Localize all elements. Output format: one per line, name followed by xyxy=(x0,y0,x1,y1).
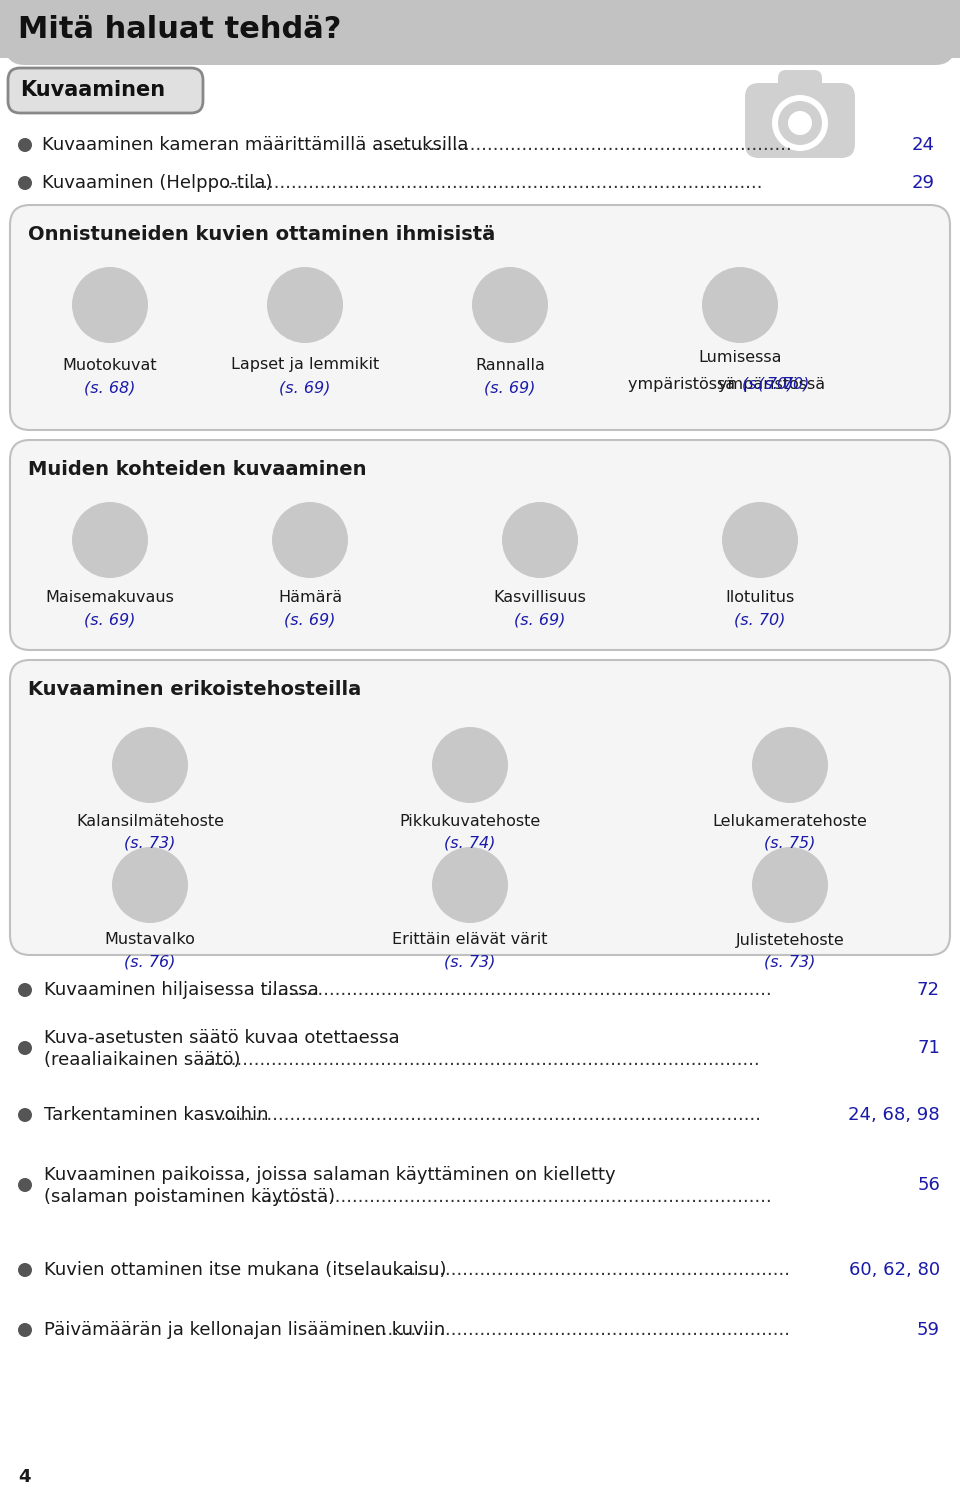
Circle shape xyxy=(432,847,508,923)
Text: Lumisessa: Lumisessa xyxy=(698,349,781,364)
Circle shape xyxy=(472,266,548,343)
Text: Kuvaaminen kameran määrittämillä asetuksilla: Kuvaaminen kameran määrittämillä asetuks… xyxy=(42,135,468,154)
Circle shape xyxy=(752,727,828,804)
Text: 24: 24 xyxy=(912,135,935,154)
Text: (s. 69): (s. 69) xyxy=(284,613,336,628)
Text: Mitä haluat tehdä?: Mitä haluat tehdä? xyxy=(18,15,342,45)
Circle shape xyxy=(722,503,798,578)
Text: (s. 69): (s. 69) xyxy=(84,613,135,628)
Circle shape xyxy=(778,101,822,144)
Circle shape xyxy=(18,1041,32,1055)
Text: Tarkentaminen kasvoihin: Tarkentaminen kasvoihin xyxy=(44,1106,269,1124)
Text: ................................................................................: ........................................… xyxy=(222,175,762,193)
Circle shape xyxy=(772,95,828,150)
Circle shape xyxy=(18,1178,32,1192)
Text: Erittäin elävät värit: Erittäin elävät värit xyxy=(393,933,548,948)
Text: (reaaliaikainen säätö): (reaaliaikainen säätö) xyxy=(44,1050,241,1069)
Text: (s. 73): (s. 73) xyxy=(124,835,176,850)
Circle shape xyxy=(18,1323,32,1336)
Text: (s. 73): (s. 73) xyxy=(764,954,816,969)
Text: Muiden kohteiden kuvaaminen: Muiden kohteiden kuvaaminen xyxy=(28,461,367,479)
Text: Kuvaaminen paikoissa, joissa salaman käyttäminen on kielletty: Kuvaaminen paikoissa, joissa salaman käy… xyxy=(44,1166,615,1184)
Circle shape xyxy=(18,1108,32,1123)
Text: (s. 70): (s. 70) xyxy=(742,376,793,391)
Text: (s. 75): (s. 75) xyxy=(764,835,816,850)
Text: Mustavalko: Mustavalko xyxy=(105,933,196,948)
Text: 59: 59 xyxy=(917,1321,940,1339)
Circle shape xyxy=(432,727,508,804)
FancyBboxPatch shape xyxy=(745,83,855,158)
Text: 56: 56 xyxy=(917,1175,940,1193)
Text: Hämärä: Hämärä xyxy=(278,590,342,605)
FancyBboxPatch shape xyxy=(0,0,960,59)
Text: ................................................................................: ........................................… xyxy=(209,1106,761,1124)
FancyBboxPatch shape xyxy=(8,68,203,113)
FancyBboxPatch shape xyxy=(10,205,950,430)
Text: ................................................................................: ........................................… xyxy=(203,1050,760,1069)
Text: Onnistuneiden kuvien ottaminen ihmisistä: Onnistuneiden kuvien ottaminen ihmisistä xyxy=(28,226,495,244)
Circle shape xyxy=(18,176,32,190)
Text: 72: 72 xyxy=(917,981,940,999)
FancyBboxPatch shape xyxy=(10,439,950,650)
Text: Lelukameratehoste: Lelukameratehoste xyxy=(712,814,868,829)
Text: (s. 70): (s. 70) xyxy=(758,376,809,391)
Circle shape xyxy=(72,503,148,578)
Text: (s. 68): (s. 68) xyxy=(84,381,135,396)
Text: Maisemakuvaus: Maisemakuvaus xyxy=(45,590,175,605)
FancyBboxPatch shape xyxy=(10,661,950,956)
Text: Muotokuvat: Muotokuvat xyxy=(62,358,157,373)
Text: Rannalla: Rannalla xyxy=(475,358,545,373)
Text: Kuvaaminen (Helppo-tila): Kuvaaminen (Helppo-tila) xyxy=(42,175,273,193)
Text: 4: 4 xyxy=(18,1467,31,1485)
Text: 29: 29 xyxy=(912,175,935,193)
Text: Ilotulitus: Ilotulitus xyxy=(726,590,795,605)
Circle shape xyxy=(112,847,188,923)
Circle shape xyxy=(272,503,348,578)
FancyBboxPatch shape xyxy=(778,71,822,92)
Text: Kuvaaminen hiljaisessa tilassa: Kuvaaminen hiljaisessa tilassa xyxy=(44,981,319,999)
Text: Lapset ja lemmikit: Lapset ja lemmikit xyxy=(230,358,379,373)
Text: Kuvien ottaminen itse mukana (itselaukaisu): Kuvien ottaminen itse mukana (itselaukai… xyxy=(44,1261,446,1279)
Text: Pikkukuvatehoste: Pikkukuvatehoste xyxy=(399,814,540,829)
Text: (s. 73): (s. 73) xyxy=(444,954,495,969)
Text: (s. 76): (s. 76) xyxy=(124,954,176,969)
Circle shape xyxy=(788,111,812,135)
Text: Kuva-asetusten säätö kuvaa otettaessa: Kuva-asetusten säätö kuvaa otettaessa xyxy=(44,1029,399,1047)
Text: 24, 68, 98: 24, 68, 98 xyxy=(849,1106,940,1124)
Text: Kuvaaminen erikoistehosteilla: Kuvaaminen erikoistehosteilla xyxy=(28,680,361,698)
Text: (s. 70): (s. 70) xyxy=(734,613,785,628)
Circle shape xyxy=(267,266,343,343)
Circle shape xyxy=(702,266,778,343)
Circle shape xyxy=(18,138,32,152)
Circle shape xyxy=(72,266,148,343)
Text: .........................................................................: ........................................… xyxy=(372,135,792,154)
Text: 60, 62, 80: 60, 62, 80 xyxy=(849,1261,940,1279)
Text: 71: 71 xyxy=(917,1038,940,1057)
Text: (s. 69): (s. 69) xyxy=(279,381,330,396)
Text: ................................................................................: ........................................… xyxy=(260,981,772,999)
Text: (salaman poistaminen käytöstä): (salaman poistaminen käytöstä) xyxy=(44,1187,335,1206)
Circle shape xyxy=(112,727,188,804)
Circle shape xyxy=(18,983,32,996)
Text: Päivämäärän ja kellonajan lisääminen kuviin: Päivämäärän ja kellonajan lisääminen kuv… xyxy=(44,1321,445,1339)
Text: ympäristössä: ympäristössä xyxy=(718,376,830,391)
Text: Julistetehoste: Julistetehoste xyxy=(735,933,845,948)
Circle shape xyxy=(18,1263,32,1278)
Text: ympäristössä: ympäristössä xyxy=(628,376,740,391)
Text: Kuvaaminen: Kuvaaminen xyxy=(20,80,165,99)
Text: ............................................................................: ........................................… xyxy=(353,1321,791,1339)
Text: ............................................................................: ........................................… xyxy=(353,1261,791,1279)
Circle shape xyxy=(752,847,828,923)
Text: ................................................................................: ........................................… xyxy=(260,1187,772,1206)
Circle shape xyxy=(502,503,578,578)
Text: (s. 69): (s. 69) xyxy=(484,381,536,396)
Text: (s. 69): (s. 69) xyxy=(515,613,565,628)
Text: Kalansilmätehoste: Kalansilmätehoste xyxy=(76,814,224,829)
Text: (s. 74): (s. 74) xyxy=(444,835,495,850)
Text: Kasvillisuus: Kasvillisuus xyxy=(493,590,587,605)
FancyBboxPatch shape xyxy=(5,0,955,65)
